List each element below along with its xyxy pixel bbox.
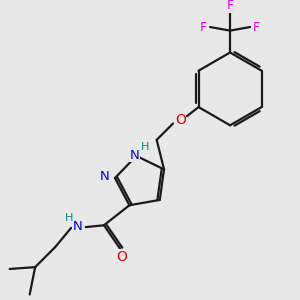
Text: H: H: [64, 213, 73, 223]
Text: N: N: [130, 149, 140, 162]
Text: N: N: [73, 220, 82, 233]
Text: F: F: [253, 20, 260, 34]
Text: F: F: [200, 20, 207, 34]
Text: N: N: [100, 170, 110, 183]
Text: O: O: [117, 250, 128, 264]
Text: H: H: [141, 142, 150, 152]
Text: O: O: [175, 113, 186, 127]
Text: F: F: [226, 0, 234, 12]
